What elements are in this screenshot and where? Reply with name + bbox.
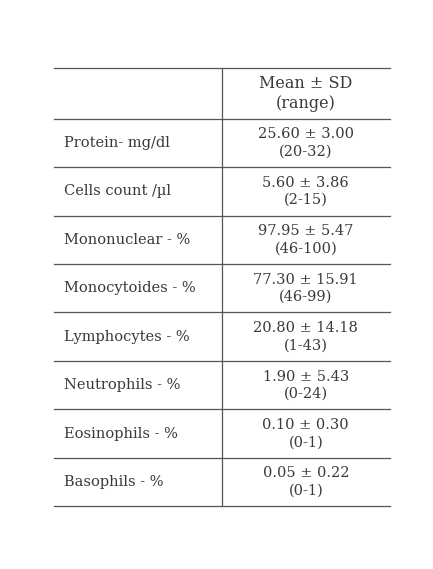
Text: Protein- mg/dl: Protein- mg/dl — [64, 136, 170, 150]
Text: Lymphocytes - %: Lymphocytes - % — [64, 329, 190, 344]
Text: Neutrophils - %: Neutrophils - % — [64, 378, 181, 392]
Text: Monocytoides - %: Monocytoides - % — [64, 281, 196, 295]
Text: Mean ± SD
(range): Mean ± SD (range) — [259, 75, 352, 113]
Text: 97.95 ± 5.47
(46-100): 97.95 ± 5.47 (46-100) — [258, 224, 353, 255]
Text: Mononuclear - %: Mononuclear - % — [64, 233, 191, 247]
Text: 25.60 ± 3.00
(20-32): 25.60 ± 3.00 (20-32) — [258, 127, 354, 159]
Text: 77.30 ± 15.91
(46-99): 77.30 ± 15.91 (46-99) — [253, 273, 358, 304]
Text: 0.10 ± 0.30
(0-1): 0.10 ± 0.30 (0-1) — [262, 418, 349, 450]
Text: 5.60 ± 3.86
(2-15): 5.60 ± 3.86 (2-15) — [262, 176, 349, 207]
Text: 20.80 ± 14.18
(1-43): 20.80 ± 14.18 (1-43) — [253, 321, 358, 352]
Text: 0.05 ± 0.22
(0-1): 0.05 ± 0.22 (0-1) — [262, 467, 349, 498]
Text: Eosinophils - %: Eosinophils - % — [64, 427, 178, 440]
Text: Cells count /µl: Cells count /µl — [64, 184, 171, 199]
Text: Basophils - %: Basophils - % — [64, 475, 164, 489]
Text: 1.90 ± 5.43
(0-24): 1.90 ± 5.43 (0-24) — [263, 369, 349, 401]
